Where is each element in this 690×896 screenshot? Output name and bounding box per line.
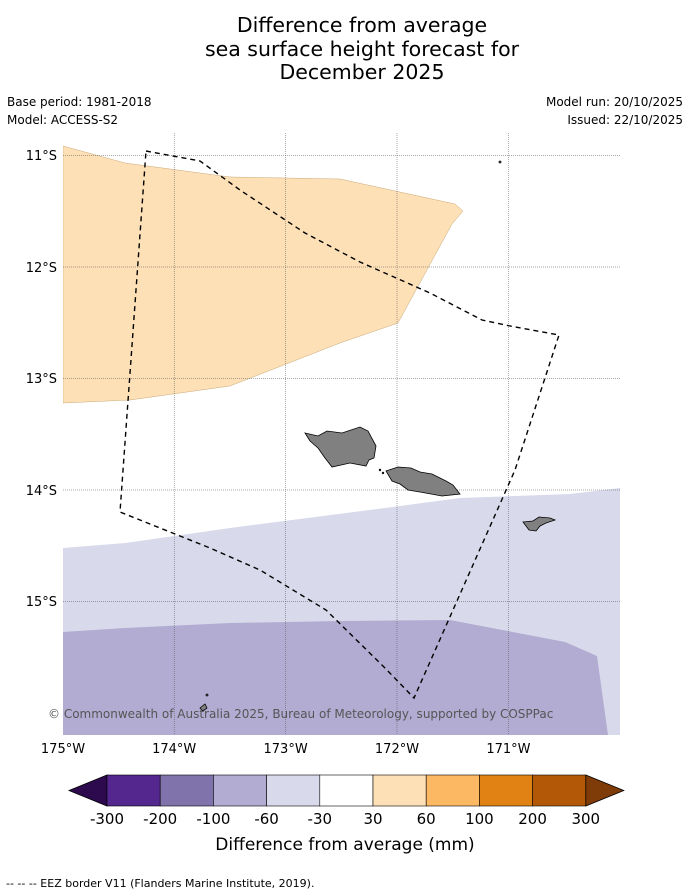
issued-date: Issued: 22/10/2025 bbox=[567, 113, 683, 127]
title-line-1: Difference from average bbox=[236, 13, 488, 37]
graticule bbox=[63, 133, 620, 735]
colorbar-label: Difference from average (mm) bbox=[215, 835, 474, 855]
small-islet bbox=[378, 468, 382, 472]
colorbar-swatch bbox=[213, 774, 267, 807]
colorbar-swatch bbox=[319, 774, 374, 807]
colorbar-swatch bbox=[266, 774, 321, 807]
colorbar-tick-label: -200 bbox=[143, 810, 177, 828]
small-islet bbox=[498, 160, 502, 164]
tutuila-island bbox=[522, 516, 557, 532]
colorbar-tick-label: -30 bbox=[308, 810, 333, 828]
lon-label: 171°W bbox=[486, 742, 530, 757]
title-line-2: sea surface height forecast for bbox=[204, 36, 520, 61]
savaii-island bbox=[304, 426, 377, 468]
colorbar-tick-label: 30 bbox=[363, 810, 382, 828]
colorbar-tick-label: -300 bbox=[90, 810, 124, 828]
longitude-labels: 175°W 174°W 173°W 172°W 171°W bbox=[41, 742, 531, 757]
model-run: Model run: 20/10/2025 bbox=[545, 95, 683, 109]
anomaly-minus60-minus100-region bbox=[63, 620, 608, 735]
model-name: Model: ACCESS-S2 bbox=[7, 113, 119, 127]
colorbar-swatch bbox=[372, 774, 427, 807]
copyright-notice: © Commonwealth of Australia 2025, Bureau… bbox=[48, 707, 553, 721]
map-area bbox=[63, 133, 620, 735]
small-islet bbox=[205, 693, 209, 697]
colorbar-tick-label: 300 bbox=[571, 810, 600, 828]
map-title: Difference from average sea surface heig… bbox=[0, 13, 690, 85]
colorbar-extend-low bbox=[67, 774, 108, 807]
anomaly-30-60-region bbox=[63, 145, 464, 404]
small-islet bbox=[381, 471, 385, 475]
colorbar-tick-label: -60 bbox=[254, 810, 279, 828]
small-island bbox=[199, 703, 208, 712]
lat-label: 14°S bbox=[26, 484, 57, 499]
lat-label: 13°S bbox=[26, 372, 57, 387]
lon-label: 174°W bbox=[152, 742, 196, 757]
eez-legend-note: -- -- -- EEZ border V11 (Flanders Marine… bbox=[6, 877, 315, 890]
colorbar-swatch bbox=[106, 774, 161, 807]
lat-label: 11°S bbox=[26, 149, 57, 164]
colorbar-tick-label: 60 bbox=[417, 810, 436, 828]
colorbar-swatch bbox=[479, 774, 533, 807]
base-period: Base period: 1981-2018 bbox=[7, 95, 152, 109]
latitude-labels: 11°S 12°S 13°S 14°S 15°S bbox=[26, 149, 57, 610]
samoa-islands bbox=[199, 160, 557, 712]
colorbar-swatch bbox=[159, 774, 214, 807]
colorbar-swatch bbox=[425, 774, 480, 807]
lon-label: 173°W bbox=[264, 742, 308, 757]
lon-label: 172°W bbox=[375, 742, 419, 757]
colorbar-tick-label: -100 bbox=[196, 810, 230, 828]
colorbar-swatch bbox=[532, 774, 587, 807]
colorbar: -300 -200 -100 -60 -30 30 60 100 200 300 bbox=[67, 774, 625, 828]
colorbar-tick-label: 100 bbox=[465, 810, 494, 828]
upolu-island bbox=[385, 466, 461, 497]
colorbar-extend-high bbox=[585, 774, 625, 807]
colorbar-tick-label: 200 bbox=[518, 810, 547, 828]
lat-label: 15°S bbox=[26, 595, 57, 610]
title-line-3: December 2025 bbox=[279, 60, 445, 84]
lon-label: 175°W bbox=[41, 742, 85, 757]
lat-label: 12°S bbox=[26, 261, 57, 276]
